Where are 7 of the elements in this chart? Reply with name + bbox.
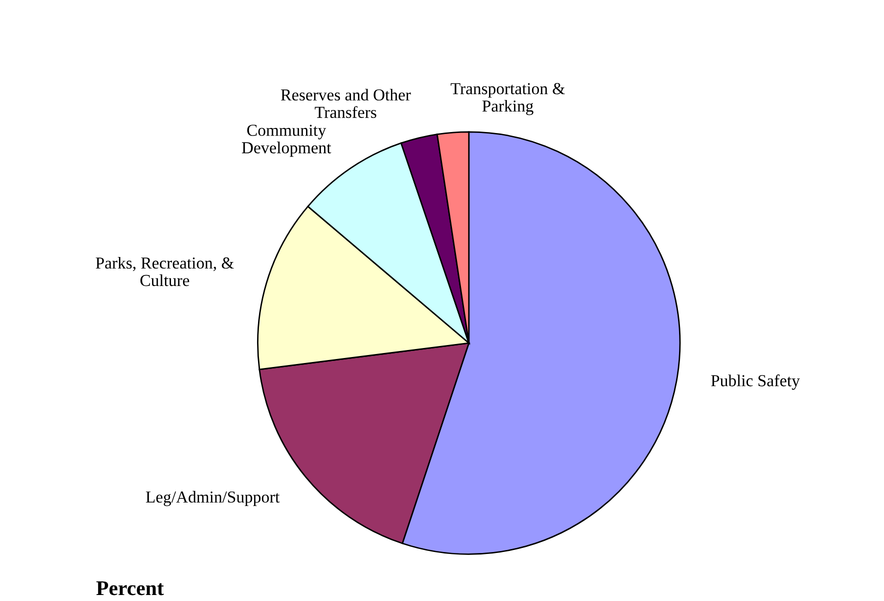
slice-label: Reserves and Other Transfers bbox=[280, 88, 411, 118]
slice-label: Community Development bbox=[242, 124, 332, 157]
slice-label: Public Safety bbox=[711, 374, 800, 390]
slice-label: Transportation & Parking bbox=[450, 83, 565, 116]
slice-label: Leg/Admin/Support bbox=[146, 490, 280, 506]
slice-label: Parks, Recreation, & Culture bbox=[96, 256, 234, 286]
text: Percent bbox=[96, 581, 164, 596]
